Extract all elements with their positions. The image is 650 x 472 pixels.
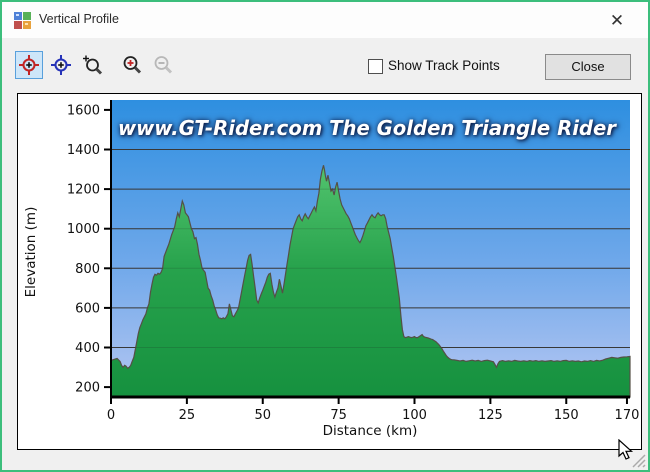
svg-text:100: 100 [402, 408, 427, 423]
close-window-icon[interactable]: ✕ [609, 11, 625, 30]
svg-text:75: 75 [330, 408, 347, 423]
crosshair-red-icon [19, 55, 39, 75]
chart-panel: www.GT-Rider.com The Golden Triangle Rid… [17, 93, 642, 450]
axes: 200 400 600 800 1000 1200 1400 1600 0 25 50 75 100 12… [67, 100, 639, 423]
svg-text:1600: 1600 [67, 103, 100, 118]
x-axis-title: Distance (km) [323, 423, 418, 439]
zoom-tool-button[interactable] [78, 51, 106, 79]
crosshair-blue-icon [51, 55, 71, 75]
magnifier-plus-corner-icon [83, 55, 103, 75]
svg-text:25: 25 [179, 408, 196, 423]
title-bar: Vertical Profile ✕ [2, 2, 648, 38]
show-track-points-label: Show Track Points [388, 58, 500, 73]
svg-text:1200: 1200 [67, 183, 100, 198]
close-button[interactable]: Close [545, 54, 631, 80]
svg-text:170: 170 [615, 408, 640, 423]
zoom-out-button[interactable] [149, 51, 177, 79]
svg-text:125: 125 [478, 408, 503, 423]
y-axis-title: Elevation (m) [23, 207, 39, 298]
watermark-text: www.GT-Rider.com The Golden Triangle Rid… [118, 116, 617, 140]
window-title: Vertical Profile [39, 12, 119, 26]
gridlines-overlay [111, 149, 630, 348]
svg-text:600: 600 [75, 301, 100, 316]
select-point-red-button[interactable] [15, 51, 43, 79]
zoom-in-icon [123, 56, 142, 74]
elevation-area [110, 165, 631, 398]
svg-text:1400: 1400 [67, 143, 100, 158]
svg-text:1000: 1000 [67, 222, 100, 237]
zoom-in-button[interactable] [118, 51, 146, 79]
resize-grip[interactable] [630, 452, 646, 468]
app-icon [14, 12, 31, 29]
svg-text:150: 150 [554, 408, 579, 423]
zoom-out-disabled-icon [154, 56, 173, 74]
show-track-points-checkbox[interactable] [368, 59, 383, 74]
select-point-blue-button[interactable] [47, 51, 75, 79]
svg-text:50: 50 [254, 408, 271, 423]
svg-text:200: 200 [75, 381, 100, 396]
elevation-profile-chart[interactable]: www.GT-Rider.com The Golden Triangle Rid… [18, 94, 641, 449]
svg-text:0: 0 [107, 408, 115, 423]
svg-text:800: 800 [75, 262, 100, 277]
mouse-cursor [618, 439, 634, 460]
svg-text:400: 400 [75, 341, 100, 356]
